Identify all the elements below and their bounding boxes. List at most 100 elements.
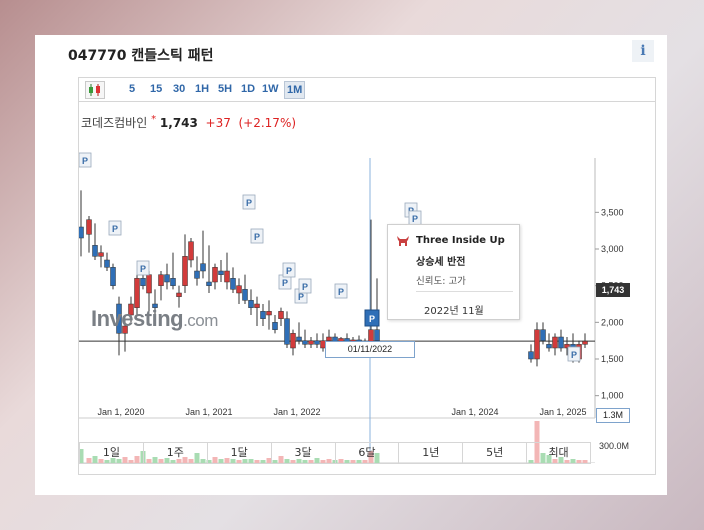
pattern-marker-box — [298, 278, 312, 294]
candle-body — [302, 340, 308, 345]
candle-body — [140, 278, 146, 286]
candle-body — [368, 329, 374, 342]
interval-1w[interactable]: 1W — [262, 83, 279, 95]
x-tick-label: Jan 1, 2021 — [185, 407, 232, 417]
candle-body — [540, 329, 546, 341]
pattern-marker-box — [282, 262, 296, 278]
interval-5[interactable]: 5 — [129, 83, 136, 95]
range-selector: 1일 1주 1달 3달 6달 1년 5년 최대 — [79, 442, 591, 464]
pattern-marker-label: P — [140, 264, 146, 274]
candle-body — [128, 303, 134, 316]
candle-body — [86, 219, 92, 235]
volume-bar — [278, 456, 284, 463]
candle-body — [296, 336, 302, 341]
volume-bar — [350, 460, 356, 463]
volume-bar — [254, 460, 260, 463]
pattern-marker: P — [567, 346, 581, 362]
range-max[interactable]: 최대 — [548, 446, 569, 459]
range-1y[interactable]: 1년 — [399, 443, 464, 463]
interval-1h[interactable]: 1H — [195, 83, 210, 95]
candle-body — [248, 300, 254, 308]
volume-bar — [188, 459, 194, 463]
volume-bar — [540, 453, 546, 463]
info-icon[interactable]: i — [632, 40, 654, 62]
pattern-marker: P — [408, 210, 422, 226]
candle-body — [546, 344, 552, 349]
volume-bar — [79, 449, 84, 463]
pattern-marker-label: P — [286, 266, 292, 276]
candle-body — [290, 333, 296, 349]
investing-logo: Investing.com — [91, 306, 218, 332]
candle-body — [110, 267, 116, 286]
volume-bar — [248, 459, 254, 463]
volume-bar — [272, 460, 278, 463]
interval-1m[interactable]: 1M — [284, 81, 306, 99]
range-3m[interactable]: 3달 — [272, 443, 336, 463]
pattern-marker: P — [250, 228, 264, 244]
interval-5h[interactable]: 5H — [218, 83, 233, 95]
range-6m[interactable]: 6달 — [336, 443, 400, 463]
volume-bar — [338, 459, 344, 463]
volume-bar — [552, 459, 558, 463]
candle-body — [230, 278, 236, 290]
candle-body — [278, 311, 284, 319]
volume-bar — [92, 456, 98, 463]
pattern-marker-label: P — [302, 282, 308, 292]
volume-bar — [122, 457, 128, 463]
volume-bar — [104, 460, 110, 463]
tooltip-divider — [416, 291, 513, 292]
candle-body — [194, 270, 200, 279]
candle-body — [326, 336, 332, 341]
candle-body — [582, 340, 588, 345]
candle-body — [104, 259, 110, 268]
volume-bar — [170, 460, 176, 463]
volume-bar — [558, 457, 564, 463]
candle-body — [134, 278, 140, 308]
y-tick-label: 3,000 — [601, 244, 624, 254]
current-volume-label: 1.3M — [596, 408, 630, 423]
interval-15[interactable]: 15 — [150, 83, 163, 95]
y-tick-label: 1,500 — [601, 354, 624, 364]
pattern-marker-active — [364, 309, 380, 327]
candlestick-type-button[interactable] — [85, 81, 105, 99]
interval-30[interactable]: 30 — [173, 83, 186, 95]
volume-bar — [194, 453, 200, 463]
volume-bar — [242, 459, 248, 463]
range-5y[interactable]: 5년 — [463, 443, 528, 463]
logo-domain: .com — [183, 311, 218, 330]
candle-body — [206, 281, 212, 286]
volume-bar — [344, 460, 350, 463]
pattern-name: Three Inside Up — [416, 235, 505, 246]
interval-1d[interactable]: 1D — [241, 83, 256, 95]
volume-bar — [314, 458, 320, 463]
volume-bar — [86, 458, 92, 463]
volume-bar — [158, 459, 164, 463]
chart-frame: 5 15 30 1H 5H 1D 1W 1M 3,5003,0002,5002,… — [78, 77, 656, 475]
candle-body — [158, 274, 164, 286]
candle-body — [218, 270, 224, 275]
volume-bar — [212, 457, 218, 463]
range-1d[interactable]: 1일 — [80, 443, 144, 463]
pattern-marker-label: P — [254, 232, 260, 242]
volume-bar — [266, 458, 272, 463]
pattern-tooltip: Three Inside Up 상승세 반전 신뢰도: 고가 2022년 11월 — [387, 224, 520, 320]
volume-bar — [570, 459, 576, 463]
pattern-marker: P — [108, 220, 122, 236]
range-1w[interactable]: 1주 — [144, 443, 208, 463]
volume-bar — [374, 453, 380, 463]
pattern-marker-label: P — [282, 278, 288, 288]
pattern-marker-box — [567, 346, 581, 362]
pattern-marker-box — [334, 283, 348, 299]
range-1m[interactable]: 1달 — [208, 443, 272, 463]
y-tick-label: 2,000 — [601, 317, 624, 327]
candle-body — [260, 311, 266, 319]
volume-bar — [576, 460, 582, 463]
candle-body — [98, 252, 104, 257]
pattern-signal: 상승세 반전 — [416, 257, 466, 268]
candle-body — [558, 336, 564, 349]
pattern-marker: P — [282, 262, 296, 278]
candle-body — [116, 303, 122, 334]
volume-bar — [164, 458, 170, 463]
pattern-marker: P — [298, 278, 312, 294]
